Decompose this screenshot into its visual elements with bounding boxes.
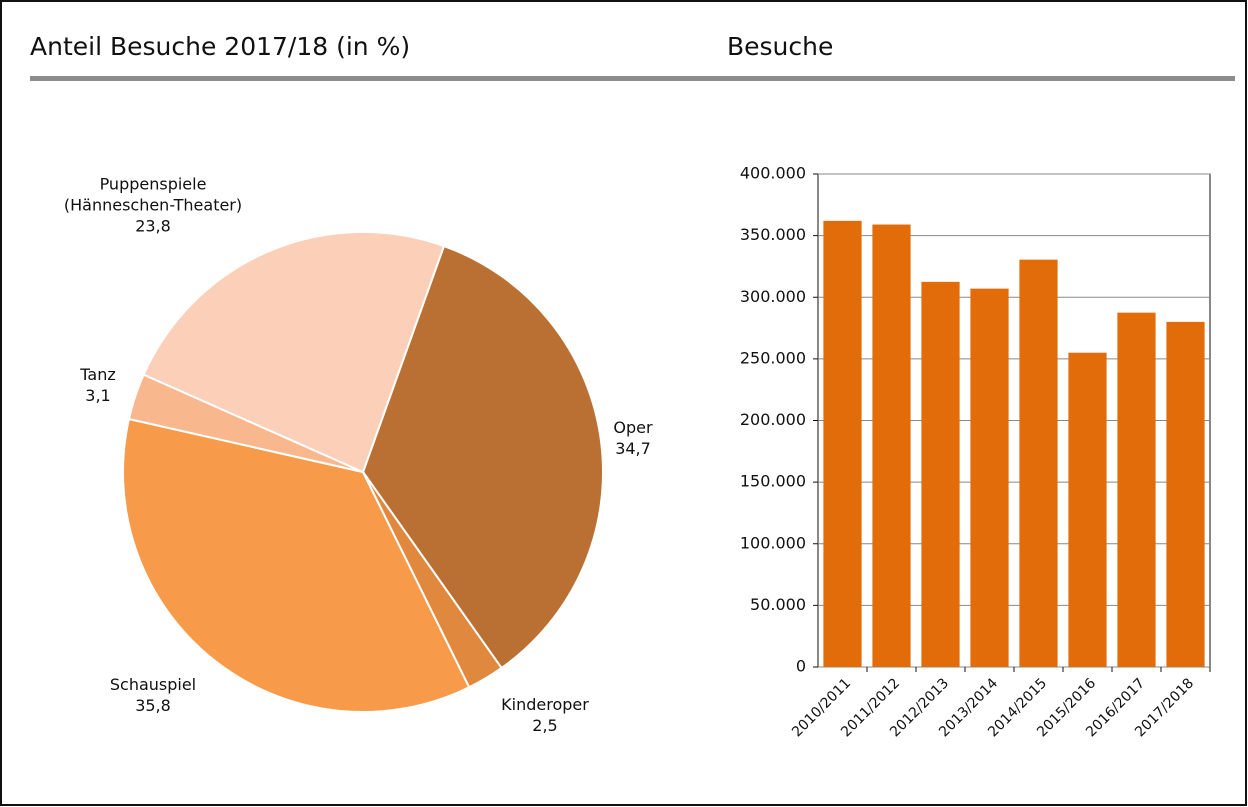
slice-label: Oper 34,7: [573, 417, 693, 459]
y-tick-label: 400.000: [740, 164, 806, 183]
pie-slice: [142, 231, 446, 474]
slice-value: 3,1: [85, 386, 111, 405]
slice-value: 23,8: [135, 216, 171, 236]
slice-name: Tanz: [80, 365, 116, 384]
bar: [1117, 312, 1156, 667]
header-rule: [30, 76, 1235, 81]
y-tick-label: 350.000: [740, 225, 806, 244]
bar: [921, 281, 960, 667]
slice-name: Kinderoper: [501, 695, 589, 714]
pie-title: Anteil Besuche 2017/18 (in %): [30, 32, 410, 61]
slice-label: Kinderoper 2,5: [485, 694, 605, 736]
bar: [1019, 259, 1058, 667]
slice-value: 2,5: [532, 716, 558, 735]
y-tick-label: 0: [796, 657, 806, 676]
bar: [823, 220, 862, 667]
bar: [970, 288, 1009, 667]
pie-slice: [122, 417, 471, 713]
y-tick-label: 150.000: [740, 472, 806, 491]
slice-value: 35,8: [135, 696, 171, 715]
bar: [1068, 352, 1107, 667]
slice-name: Puppenspiele (Hänneschen-Theater): [63, 174, 243, 215]
bar: [872, 224, 911, 667]
slice-label: Puppenspiele (Hänneschen-Theater) 23,8: [63, 174, 243, 237]
y-tick-label: 300.000: [740, 287, 806, 306]
slice-label: Schauspiel 35,8: [93, 674, 213, 716]
pie-slice: [361, 244, 604, 670]
slice-value: 34,7: [615, 439, 651, 458]
y-tick-label: 100.000: [740, 533, 806, 552]
bar: [1166, 321, 1205, 667]
slice-name: Oper: [613, 418, 653, 437]
slice-label: Tanz 3,1: [38, 364, 158, 406]
y-tick-label: 250.000: [740, 348, 806, 367]
bar-title: Besuche: [727, 32, 833, 61]
slice-name: Schauspiel: [109, 675, 197, 694]
y-tick-label: 200.000: [740, 410, 806, 429]
y-tick-label: 50.000: [750, 595, 806, 614]
